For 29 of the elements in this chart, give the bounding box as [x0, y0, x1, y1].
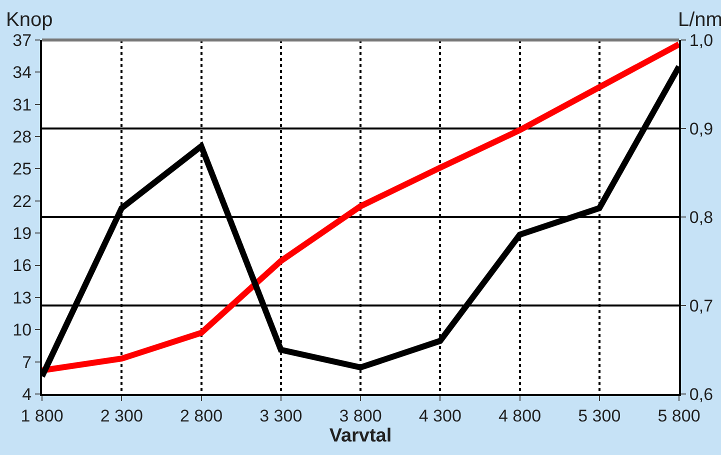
- y-tick-label: 22: [12, 192, 32, 211]
- y-tick-label: 31: [12, 95, 32, 114]
- x-tick-label: 2 300: [100, 406, 143, 426]
- y-tick-label: 34: [12, 63, 32, 82]
- y2-tick-label: 1,0: [689, 30, 714, 50]
- x-tick-label: 5 300: [578, 406, 621, 426]
- y2-tick-label: 0,7: [689, 296, 714, 316]
- y-tick-label: 7: [22, 352, 32, 372]
- x-tick-label: 5 800: [658, 406, 700, 426]
- x-tick-label: 3 800: [339, 406, 382, 426]
- x-axis-title: Varvtal: [329, 426, 392, 447]
- y-tick-label: 16: [12, 256, 32, 276]
- y-tick-label: 10: [12, 320, 32, 340]
- y-tick-label: 19: [12, 224, 32, 244]
- y-tick-label: 25: [12, 160, 32, 179]
- y2-tick-label: 0,9: [689, 119, 714, 138]
- y2-tick-label: 0,8: [689, 208, 714, 227]
- y-tick-label: 4: [22, 384, 32, 404]
- x-tick-label: 4 800: [498, 406, 542, 426]
- y-axis-title: Knop: [6, 9, 53, 31]
- y2-tick-label: 0,6: [689, 384, 714, 404]
- x-tick-label: 1 800: [20, 406, 64, 426]
- x-tick-label: 3 300: [260, 406, 302, 426]
- x-tick-label: 4 300: [418, 406, 462, 426]
- y2-axis-title: L/nm: [678, 9, 721, 31]
- y-tick-label: 13: [12, 288, 32, 308]
- y-tick-label: 28: [12, 128, 32, 146]
- x-tick-label: 2 800: [180, 406, 223, 426]
- y-tick-label: 37: [12, 30, 32, 50]
